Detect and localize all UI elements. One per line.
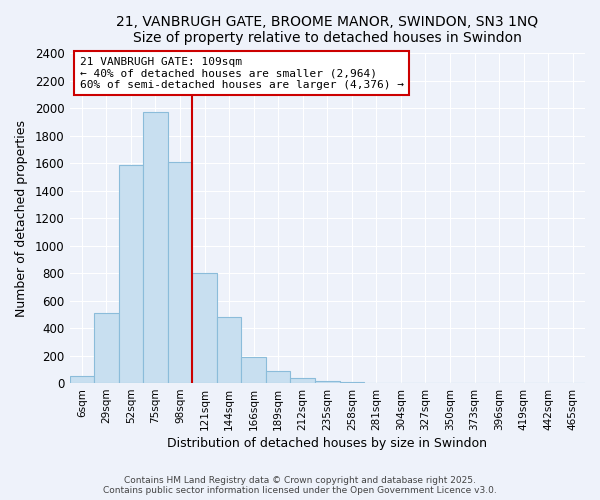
Bar bbox=[315, 381, 340, 383]
Bar bbox=[340, 382, 364, 383]
X-axis label: Distribution of detached houses by size in Swindon: Distribution of detached houses by size … bbox=[167, 437, 487, 450]
Y-axis label: Number of detached properties: Number of detached properties bbox=[15, 120, 28, 316]
Title: 21, VANBRUGH GATE, BROOME MANOR, SWINDON, SN3 1NQ
Size of property relative to d: 21, VANBRUGH GATE, BROOME MANOR, SWINDON… bbox=[116, 15, 538, 45]
Text: Contains HM Land Registry data © Crown copyright and database right 2025.
Contai: Contains HM Land Registry data © Crown c… bbox=[103, 476, 497, 495]
Bar bbox=[290, 378, 315, 383]
Bar bbox=[143, 112, 168, 383]
Text: 21 VANBRUGH GATE: 109sqm
← 40% of detached houses are smaller (2,964)
60% of sem: 21 VANBRUGH GATE: 109sqm ← 40% of detach… bbox=[80, 56, 404, 90]
Bar bbox=[94, 313, 119, 383]
Bar bbox=[217, 317, 241, 383]
Bar bbox=[70, 376, 94, 383]
Bar bbox=[266, 370, 290, 383]
Bar bbox=[241, 357, 266, 383]
Bar bbox=[192, 273, 217, 383]
Bar bbox=[119, 164, 143, 383]
Bar bbox=[168, 162, 192, 383]
